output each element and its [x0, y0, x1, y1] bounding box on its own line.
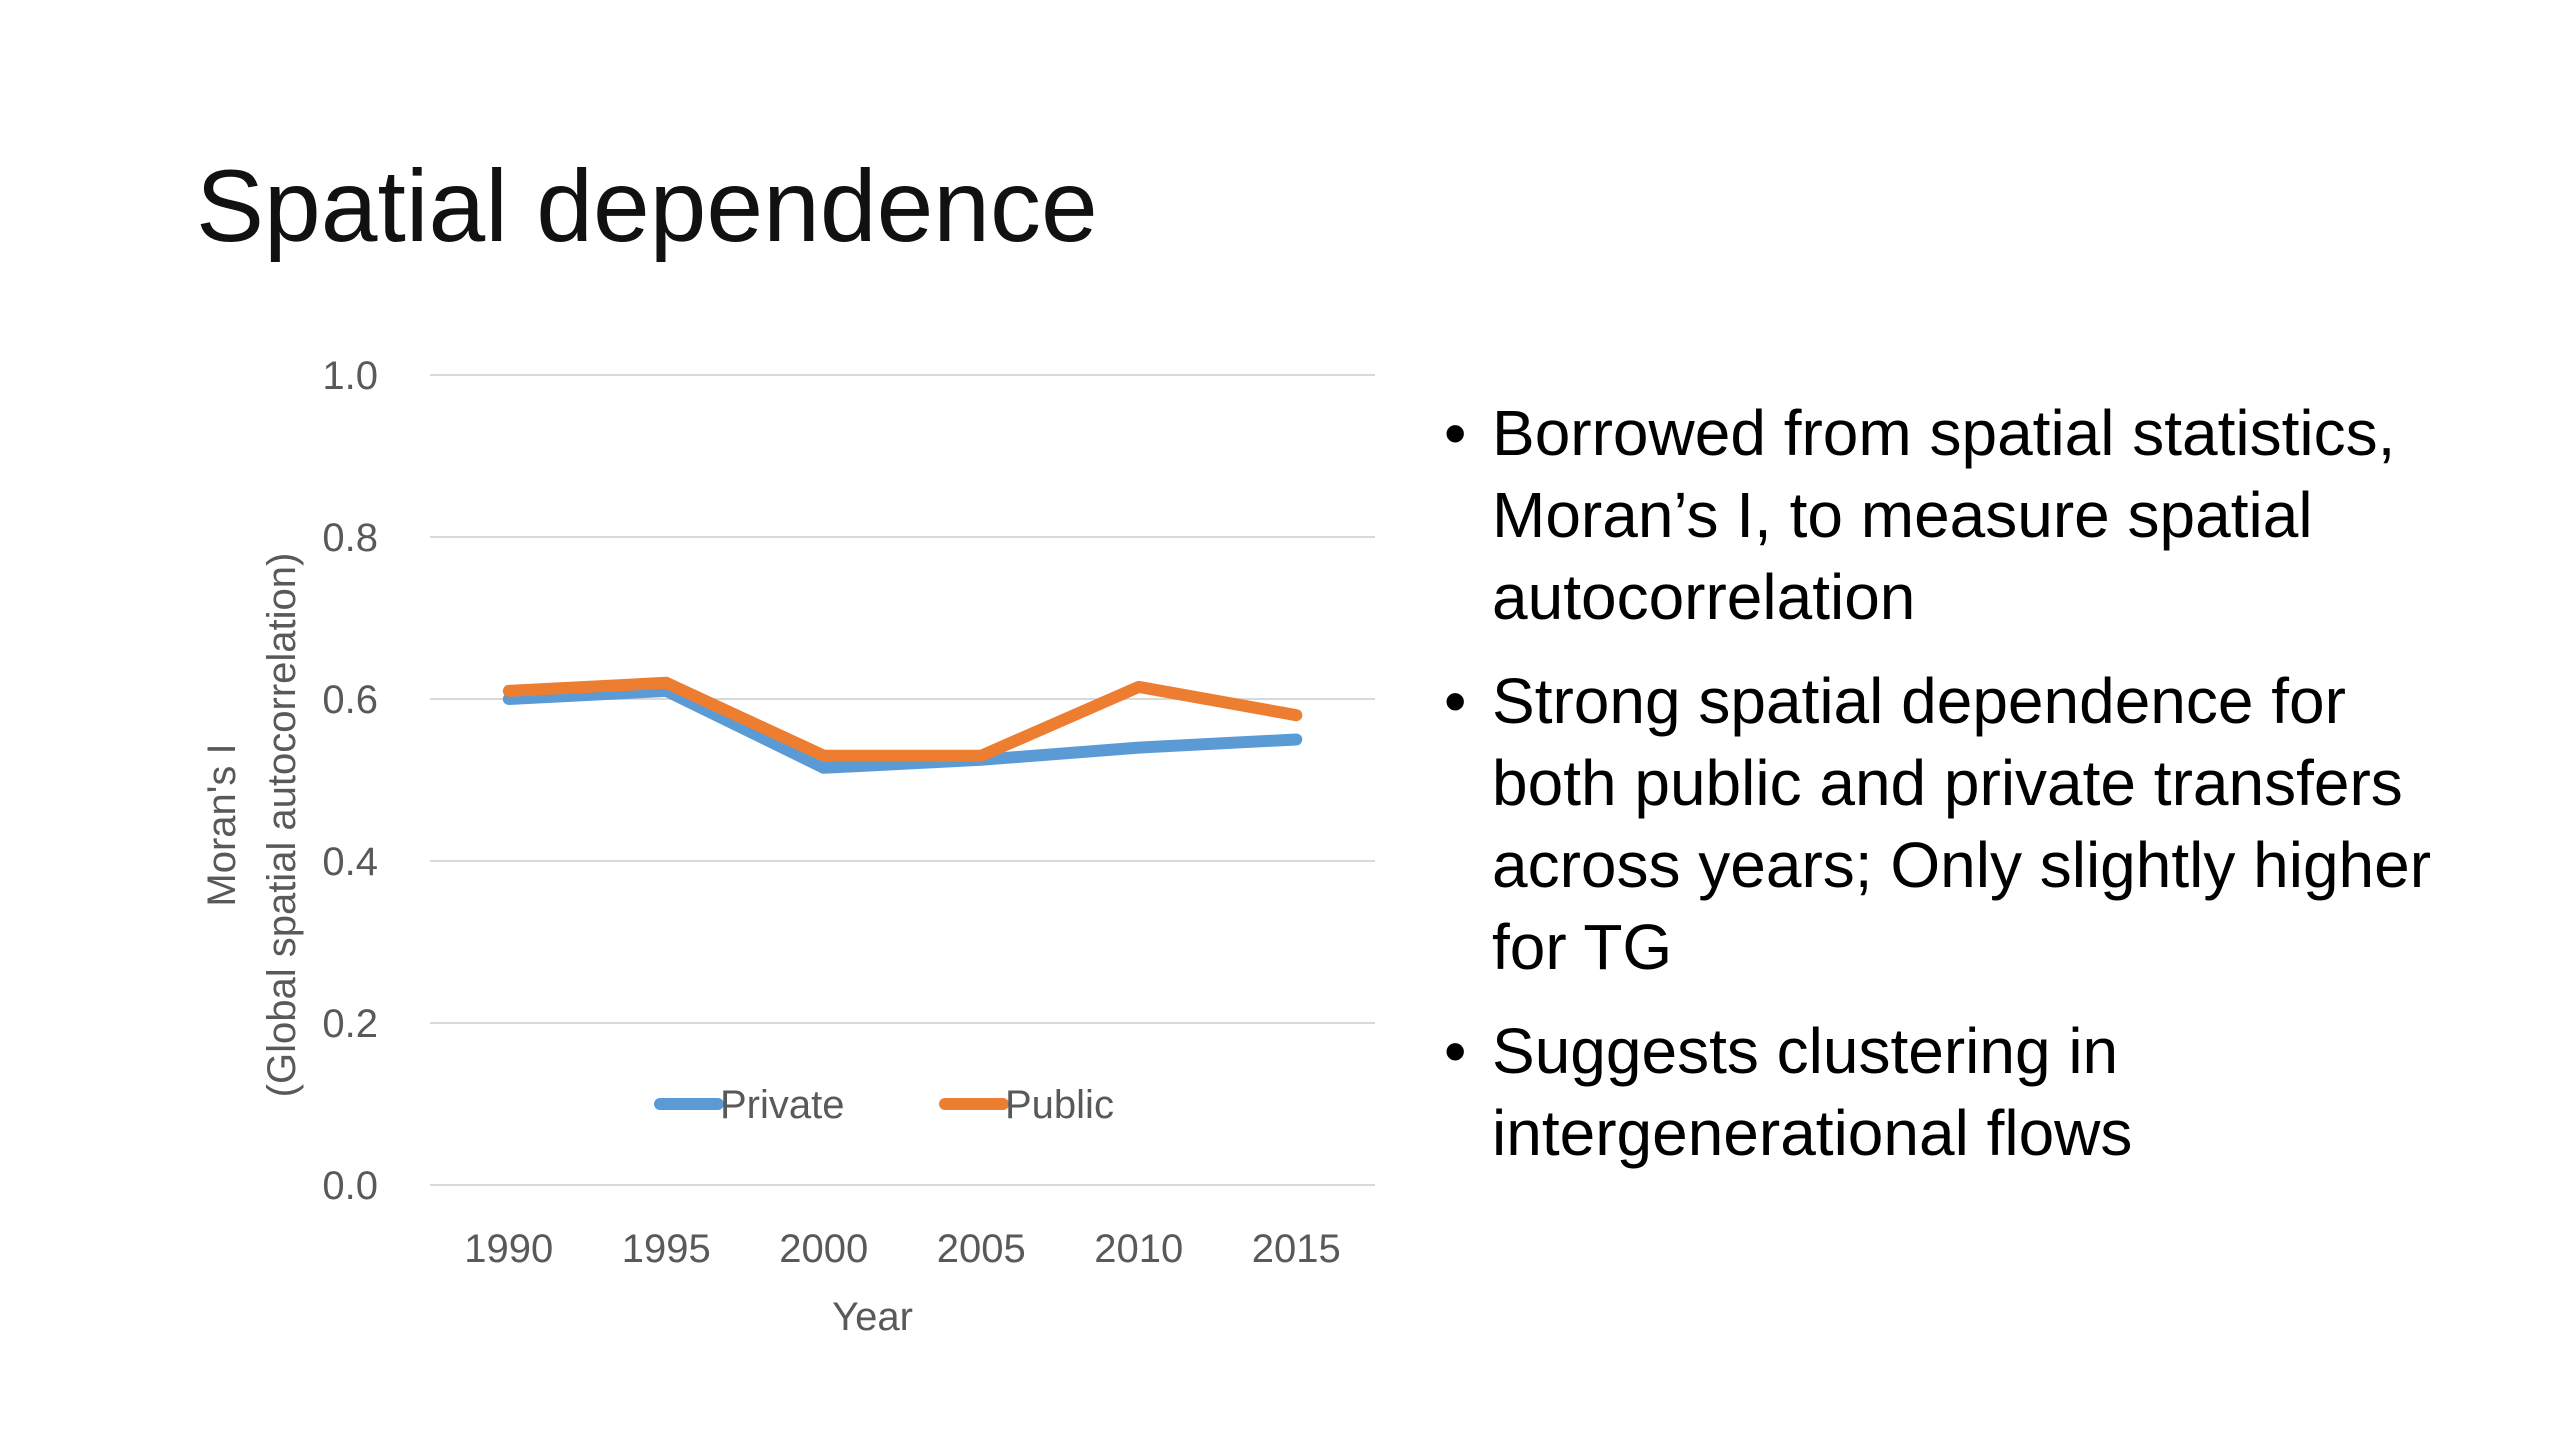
y-tick-label: 0.6	[322, 678, 378, 722]
bullet-item: • Strong spatial dependence for both publ…	[1440, 660, 2480, 988]
x-tick-label: 2005	[937, 1227, 1026, 1271]
y-axis-title: (Global spatial autocorrelation)	[260, 553, 304, 1098]
x-tick-label: 1990	[464, 1227, 553, 1271]
bullet-text: Suggests clustering in intergenerational…	[1492, 1015, 2133, 1169]
y-tick-label: 1.0	[322, 354, 378, 398]
x-tick-label: 1995	[622, 1227, 711, 1271]
legend-label: Private	[720, 1083, 845, 1127]
x-axis-title: Year	[832, 1295, 913, 1339]
bullet-dot: •	[1444, 397, 1467, 469]
legend-label: Public	[1005, 1083, 1114, 1127]
y-tick-label: 0.2	[322, 1002, 378, 1046]
x-tick-label: 2010	[1094, 1227, 1183, 1271]
bullet-dot: •	[1444, 665, 1467, 737]
slide-title: Spatial dependence	[196, 149, 1098, 263]
y-tick-label: 0.8	[322, 516, 378, 560]
series-line-private	[502, 684, 1303, 774]
bullet-text: Strong spatial dependence for both publi…	[1492, 665, 2432, 983]
bullet-item: • Suggests clustering in intergenerationa…	[1440, 1010, 2480, 1174]
moran-chart: 0.0 0.2 0.4 0.6 0.8 1.0 1990 1995 2000 2005 2010 20…	[190, 330, 1390, 1350]
x-tick-label: 2000	[779, 1227, 868, 1271]
bullet-item: • Borrowed from spatial statistics, Moran…	[1440, 392, 2480, 638]
series-line-public	[502, 676, 1303, 762]
bullet-dot: •	[1444, 1015, 1467, 1087]
y-tick-label: 0.4	[322, 840, 378, 884]
y-tick-label: 0.0	[322, 1164, 378, 1208]
y-axis-title: Moran's I	[200, 743, 244, 906]
x-tick-label: 2015	[1252, 1227, 1341, 1271]
bullet-list: • Borrowed from spatial statistics, Moran…	[1440, 392, 2480, 1196]
chart-canvas: 0.0 0.2 0.4 0.6 0.8 1.0 1990 1995 2000 2005 2010 20…	[200, 354, 1375, 1339]
bullet-text: Borrowed from spatial statistics, Moran’…	[1492, 397, 2396, 633]
